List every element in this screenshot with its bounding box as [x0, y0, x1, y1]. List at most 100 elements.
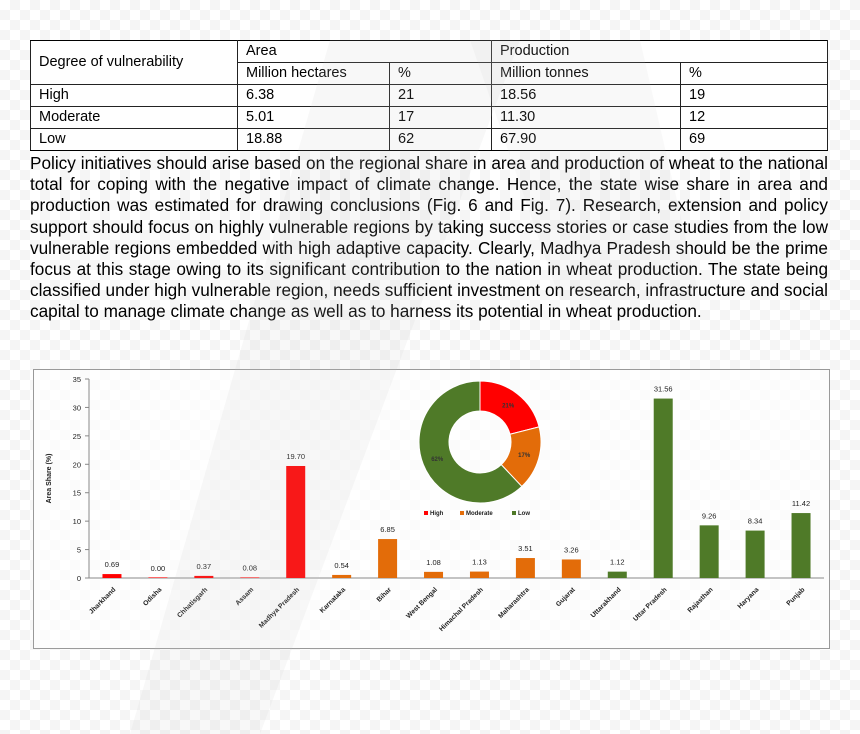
legend-label: High — [430, 511, 444, 517]
header-area-unit: Million hectares — [237, 62, 390, 85]
bar — [194, 575, 214, 578]
chart-frame: 0 5 10 15 20 25 30 35 Area Share (%) 0.69 0.00 0.3… — [33, 369, 830, 649]
table-subheader-row: Million hectares % Million tonnes % — [31, 62, 828, 85]
bar — [378, 539, 398, 578]
bar — [148, 577, 168, 578]
bar-value-label: 1.13 — [472, 558, 487, 567]
header-area: Area — [237, 40, 492, 63]
header-area-pct: % — [389, 62, 492, 85]
donut-inset: 21% 17% 62% — [418, 380, 542, 504]
bar — [424, 571, 444, 578]
cell-degree: Moderate — [30, 106, 238, 129]
x-tick-label: Gujarat — [555, 586, 577, 608]
bar — [699, 525, 719, 578]
bar — [791, 513, 811, 578]
header-production: Production — [491, 40, 828, 63]
cell-area: 6.38 — [237, 84, 390, 107]
x-tick-label: Punjab — [785, 586, 806, 607]
bar — [607, 571, 627, 578]
x-tick-label: West Bengal — [405, 586, 439, 620]
legend-label: Moderate — [466, 511, 493, 517]
cell-prod: 18.56 — [491, 84, 681, 107]
bar-value-label: 9.26 — [702, 511, 717, 520]
cell-prod-pct: 19 — [680, 84, 828, 107]
cell-area-pct: 17 — [389, 106, 492, 129]
y-tick-label: 10 — [73, 517, 81, 526]
bar-value-label: 6.85 — [380, 525, 395, 534]
x-tick-label: Uttarakhand — [590, 586, 623, 619]
y-tick-label: 5 — [77, 546, 81, 555]
bar-value-label: 0.69 — [105, 560, 120, 569]
table-row: Moderate 5.01 17 11.30 12 — [30, 106, 828, 129]
header-degree: Degree of vulnerability — [30, 40, 238, 85]
bar — [240, 577, 260, 578]
donut-slice-label: 21% — [502, 404, 515, 410]
bar-value-label: 1.12 — [610, 558, 625, 567]
y-tick-label: 25 — [73, 432, 81, 441]
donut-slice-label: 62% — [431, 457, 444, 463]
legend-swatch — [424, 511, 428, 515]
bar-value-label: 31.56 — [654, 385, 673, 394]
x-tick-label: Haryana — [737, 586, 761, 610]
table-row: Low 18.88 62 67.90 69 — [30, 128, 828, 151]
bar — [102, 574, 122, 578]
legend-swatch — [512, 511, 516, 515]
y-tick-label: 0 — [77, 574, 81, 583]
cell-area-pct: 21 — [389, 84, 492, 107]
header-prod-pct: % — [680, 62, 828, 85]
donut-slice-label: 17% — [518, 453, 531, 459]
body-paragraph: Policy initiatives should arise based on… — [30, 153, 828, 322]
bar — [286, 465, 306, 578]
cell-area-pct: 62 — [389, 128, 492, 151]
donut-legend: High Moderate Low — [424, 511, 530, 517]
bar-value-label: 0.08 — [242, 564, 257, 573]
vulnerability-table: Degree of vulnerability Area Production … — [30, 40, 828, 151]
bar-value-label: 19.70 — [286, 452, 305, 461]
bar — [745, 530, 765, 578]
table-header-row: Degree of vulnerability Area Production — [30, 40, 828, 85]
x-tick-label: Jharkhand — [88, 586, 117, 615]
table-row: High 6.38 21 18.56 19 — [30, 84, 828, 107]
bar-value-label: 3.26 — [564, 545, 579, 554]
legend-label: Low — [518, 511, 530, 517]
bar-value-label: 3.51 — [518, 544, 533, 553]
bar — [653, 398, 673, 578]
bar-value-label: 0.37 — [197, 562, 212, 571]
cell-area: 5.01 — [237, 106, 390, 129]
y-axis-title: Area Share (%) — [46, 454, 53, 504]
y-tick-label: 20 — [73, 460, 81, 469]
cell-prod: 11.30 — [491, 106, 681, 129]
x-tick-label: Assam — [234, 586, 255, 607]
x-tick-label: Madhya Pradesh — [258, 586, 301, 629]
area-share-chart: 0 5 10 15 20 25 30 35 Area Share (%) 0.69 0.00 0.3… — [46, 375, 824, 633]
bar-value-label: 1.08 — [426, 558, 441, 567]
bar — [561, 559, 581, 578]
cell-prod-pct: 12 — [680, 106, 828, 129]
x-axis-labels: Jharkhand Odisha Chhatisgarh Assam Madhya Pr… — [88, 586, 806, 633]
bar — [332, 574, 352, 578]
x-tick-label: Maharashtra — [497, 586, 531, 620]
cell-prod: 67.90 — [491, 128, 681, 151]
cell-degree: High — [30, 84, 238, 107]
donut-slice — [418, 380, 523, 504]
bar — [469, 571, 489, 578]
y-tick-label: 30 — [73, 403, 81, 412]
x-tick-label: Rajasthan — [687, 586, 715, 614]
bar-value-label: 11.42 — [792, 499, 810, 508]
bar — [515, 558, 535, 578]
bar-value-label: 8.34 — [748, 517, 763, 526]
header-prod-unit: Million tonnes — [491, 62, 681, 85]
x-tick-label: Bihar — [376, 586, 393, 603]
bar-value-label: 0.54 — [334, 561, 349, 570]
x-tick-label: Karnataka — [319, 586, 347, 614]
x-tick-label: Chhatisgarh — [176, 586, 209, 619]
x-tick-label: Uttar Pradesh — [632, 586, 668, 622]
bar-series: 0.69 0.00 0.37 0.08 19.70 0.54 6.85 1.08 1.13 3.5… — [102, 385, 811, 578]
x-tick-label: Odisha — [142, 586, 163, 607]
legend-swatch — [460, 511, 464, 515]
y-tick-label: 15 — [73, 489, 81, 498]
cell-prod-pct: 69 — [680, 128, 828, 151]
cell-degree: Low — [30, 128, 238, 151]
bar-value-label: 0.00 — [151, 564, 166, 573]
cell-area: 18.88 — [237, 128, 390, 151]
